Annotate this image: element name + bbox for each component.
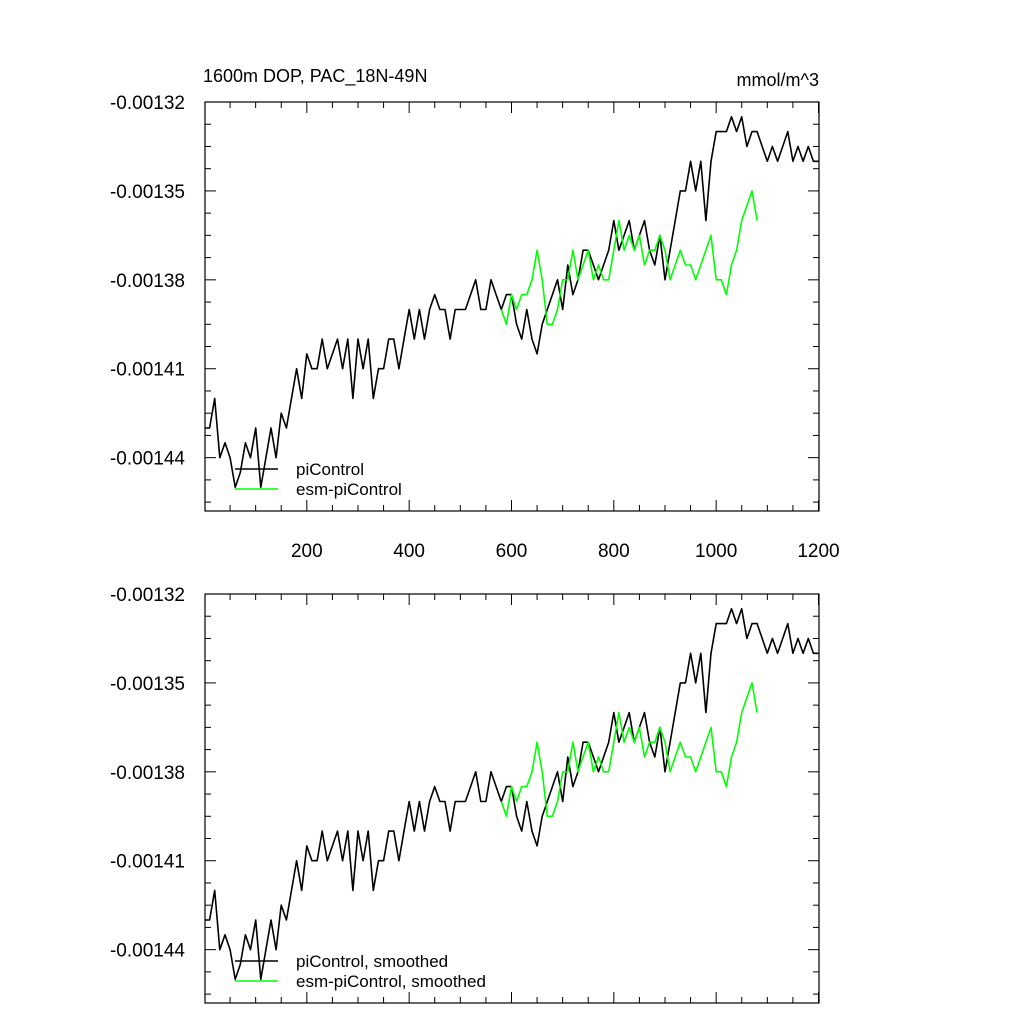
legend-label: piControl, smoothed — [296, 952, 448, 971]
axis-ticks — [205, 593, 819, 1003]
y-tick-label: -0.00141 — [110, 852, 185, 873]
units-label: mmol/m^3 — [737, 70, 819, 90]
x-tick-label: 1000 — [695, 541, 737, 562]
tick-labels: -0.00132 -0.00135 -0.00138 -0.00141 -0.00144 — [110, 585, 185, 962]
y-tick-label: -0.00138 — [110, 271, 185, 292]
series-line-1 — [500, 190, 758, 326]
y-tick-label: -0.00144 — [110, 449, 185, 470]
series-line-1 — [500, 682, 758, 818]
legend-label: piControl — [296, 460, 364, 479]
y-tick-label: -0.00138 — [110, 763, 185, 784]
x-tick-label: 800 — [598, 541, 630, 562]
y-tick-label: -0.00144 — [110, 941, 185, 962]
plot-frame — [204, 593, 820, 1004]
plot-area — [205, 607, 819, 981]
y-tick-label: -0.00141 — [110, 360, 185, 381]
x-tick-label: 400 — [393, 541, 425, 562]
bottom-panel: -0.00132 -0.00135 -0.00138 -0.00141 -0.00144… — [110, 585, 820, 1004]
y-tick-label: -0.00132 — [110, 93, 185, 114]
plot-frame — [204, 101, 820, 512]
legend-label: esm-piControl — [296, 480, 402, 499]
y-tick-label: -0.00132 — [110, 585, 185, 606]
legend-label: esm-piControl, smoothed — [296, 972, 486, 991]
chart-title: 1600m DOP, PAC_18N-49N — [203, 66, 427, 87]
x-tick-label: 1200 — [797, 541, 839, 562]
y-tick-label: -0.00135 — [110, 182, 185, 203]
y-tick-label: -0.00135 — [110, 674, 185, 695]
axis-ticks — [205, 101, 819, 511]
top-panel: 1600m DOP, PAC_18N-49N mmol/m^3 -0.00132… — [110, 66, 840, 562]
tick-labels: -0.00132 -0.00135 -0.00138 -0.00141 -0.00144… — [110, 93, 840, 562]
plot-area — [205, 116, 819, 489]
x-tick-label: 600 — [496, 541, 528, 562]
x-tick-label: 200 — [291, 541, 323, 562]
